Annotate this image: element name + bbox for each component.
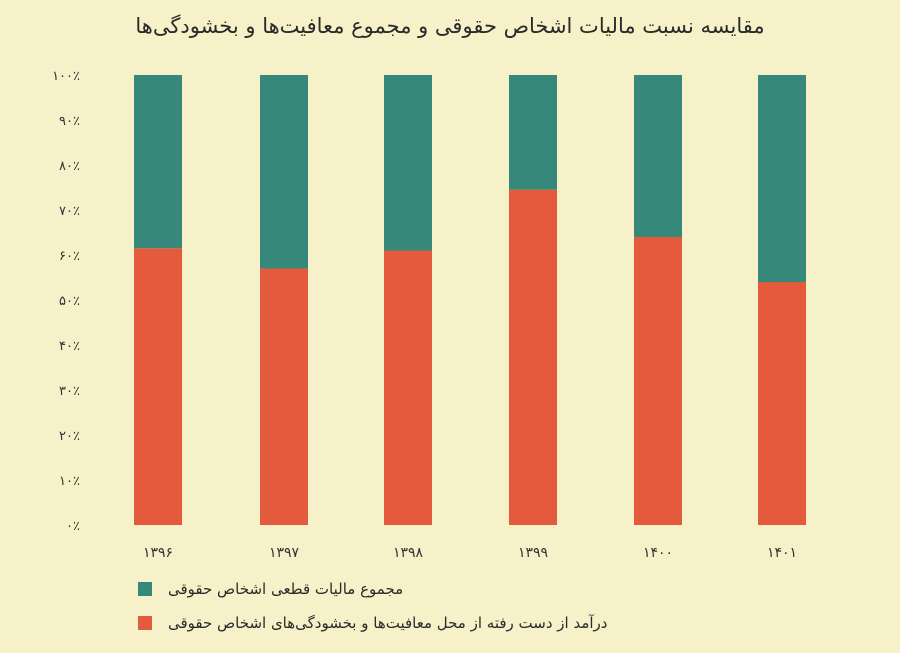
x-tick-label: ۱۳۹۶	[143, 545, 173, 561]
bar-segment-lost-revenue	[260, 268, 308, 525]
legend-item-total-tax: مجموع مالیات قطعی اشخاص حقوقی	[138, 580, 403, 598]
bar-segment-total-tax	[134, 75, 182, 249]
bar-segment-lost-revenue	[509, 189, 557, 525]
x-tick-label: ۱۴۰۰	[643, 545, 673, 561]
legend-item-lost-revenue: درآمد از دست رفته از محل معافیت‌ها و بخش…	[138, 614, 607, 632]
y-tick-label: ۰٪	[66, 519, 80, 534]
chart-title: مقایسه نسبت مالیات اشخاص حقوقی و مجموع م…	[135, 14, 765, 38]
y-tick-label: ۸۰٪	[59, 159, 80, 174]
bar-segment-lost-revenue	[634, 237, 682, 525]
legend-swatch-red	[138, 616, 152, 630]
bar-segment-lost-revenue	[758, 282, 806, 525]
bar-segment-total-tax	[758, 75, 806, 282]
y-tick-label: ۱۰۰٪	[52, 69, 80, 84]
bar-segment-total-tax	[384, 75, 432, 251]
legend-label-total-tax: مجموع مالیات قطعی اشخاص حقوقی	[168, 580, 404, 598]
legend-swatch-green	[138, 582, 152, 596]
bar-segment-total-tax	[634, 75, 682, 237]
bar-segment-lost-revenue	[134, 248, 182, 525]
y-tick-label: ۳۰٪	[59, 384, 80, 399]
y-tick-label: ۶۰٪	[59, 249, 80, 264]
x-tick-label: ۱۳۹۸	[393, 545, 424, 561]
y-tick-label: ۷۰٪	[59, 204, 80, 219]
x-tick-label: ۱۳۹۷	[269, 545, 300, 561]
bar-segment-total-tax	[260, 75, 308, 269]
y-tick-label: ۵۰٪	[59, 294, 80, 309]
y-tick-label: ۱۰٪	[59, 474, 80, 489]
x-tick-label: ۱۳۹۹	[518, 545, 548, 561]
x-tick-label: ۱۴۰۱	[767, 545, 797, 561]
y-tick-label: ۴۰٪	[59, 339, 80, 354]
y-tick-label: ۲۰٪	[59, 429, 80, 444]
bar-segment-lost-revenue	[384, 250, 432, 525]
bar-segment-total-tax	[509, 75, 557, 190]
legend-label-lost-revenue: درآمد از دست رفته از محل معافیت‌ها و بخش…	[168, 614, 608, 632]
y-tick-label: ۹۰٪	[59, 114, 80, 129]
